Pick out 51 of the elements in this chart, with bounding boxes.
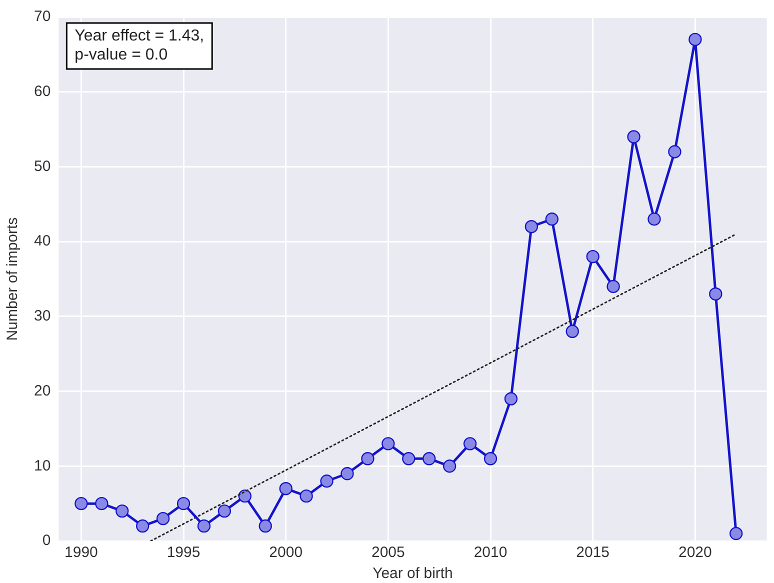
point bbox=[95, 496, 108, 510]
annotation: Year effect = 1.43, p-value = 0.0 bbox=[74, 27, 204, 64]
point bbox=[504, 392, 518, 406]
point bbox=[218, 504, 232, 518]
point bbox=[668, 145, 682, 158]
point bbox=[238, 489, 252, 503]
point bbox=[627, 130, 640, 144]
y-tick-label: 20 bbox=[34, 382, 51, 400]
y-tick-label: 40 bbox=[34, 232, 51, 250]
point bbox=[74, 496, 88, 510]
point bbox=[361, 452, 374, 466]
y-tick-label: 10 bbox=[34, 457, 51, 474]
point bbox=[648, 212, 661, 226]
point bbox=[586, 250, 600, 264]
point bbox=[320, 474, 334, 488]
x-tick-label: 2005 bbox=[371, 544, 405, 562]
point bbox=[606, 280, 620, 294]
point bbox=[156, 512, 170, 526]
y-axis-title: Number of imports bbox=[4, 217, 22, 341]
point bbox=[258, 519, 272, 533]
point bbox=[300, 489, 313, 503]
point bbox=[116, 504, 129, 518]
point bbox=[197, 519, 211, 533]
y-tick-label: 60 bbox=[34, 83, 51, 100]
point bbox=[566, 324, 579, 338]
x-tick-label: 2020 bbox=[678, 544, 712, 562]
point bbox=[402, 452, 416, 466]
point bbox=[422, 452, 436, 466]
point bbox=[279, 482, 292, 496]
y-tick-label: 30 bbox=[34, 308, 51, 325]
point bbox=[382, 437, 395, 450]
point bbox=[340, 467, 354, 480]
x-tick-label: 1990 bbox=[64, 544, 98, 562]
x-tick-label: 2000 bbox=[269, 544, 303, 562]
x-tick-label: 2015 bbox=[576, 544, 610, 562]
point bbox=[709, 287, 722, 301]
point bbox=[545, 212, 559, 226]
y-tick-label: 0 bbox=[42, 532, 51, 550]
point bbox=[730, 526, 743, 540]
point bbox=[688, 32, 702, 46]
point bbox=[442, 460, 456, 473]
y-tick-label: 70 bbox=[34, 8, 51, 26]
y-tick-label: 50 bbox=[34, 158, 51, 175]
point bbox=[176, 496, 190, 510]
x-tick-label: 1995 bbox=[166, 544, 200, 562]
x-tick-label: 2010 bbox=[474, 544, 508, 562]
x-axis-title: Year of birth bbox=[372, 565, 453, 582]
point bbox=[484, 452, 498, 466]
point bbox=[136, 519, 150, 533]
point bbox=[524, 220, 538, 234]
point bbox=[463, 437, 477, 450]
